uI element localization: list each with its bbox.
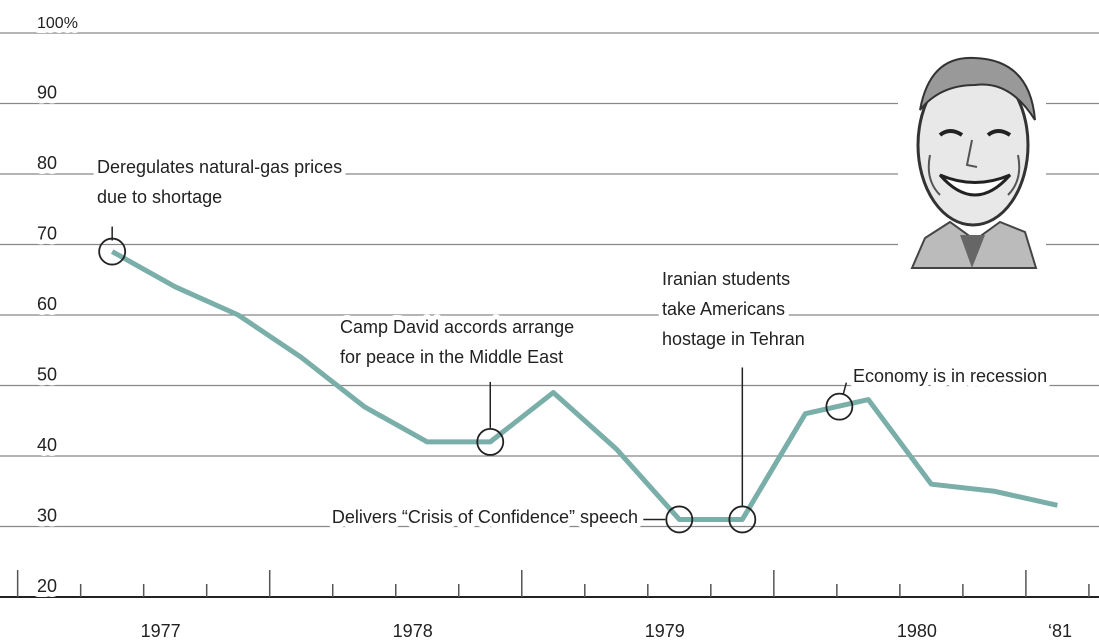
y-tick-label: 40 bbox=[37, 435, 57, 455]
annotation-text: due to shortage bbox=[97, 187, 222, 207]
y-tick-label: 80 bbox=[37, 153, 57, 173]
leader-line bbox=[842, 382, 848, 394]
annotation-text: hostage in Tehran bbox=[662, 329, 805, 349]
annotation-marker bbox=[728, 505, 757, 534]
x-tick-label: 1977 bbox=[141, 621, 181, 641]
portrait-tie bbox=[960, 235, 985, 268]
annotation-marker bbox=[825, 392, 854, 421]
y-tick-label: 100% bbox=[37, 15, 78, 32]
x-tick-label: 1978 bbox=[393, 621, 433, 641]
portrait-smile bbox=[938, 173, 1012, 197]
x-tick-label: ‘81 bbox=[1048, 621, 1072, 641]
portrait-hair bbox=[919, 56, 1036, 121]
annotation-text: Economy is in recession bbox=[853, 366, 1047, 386]
annotation-text: for peace in the Middle East bbox=[340, 347, 563, 367]
plot bbox=[110, 249, 1058, 522]
annotation-marker bbox=[476, 427, 505, 456]
annotation-text: Deregulates natural-gas prices bbox=[97, 157, 342, 177]
annotation-marker bbox=[98, 237, 127, 266]
y-tick-label: 50 bbox=[37, 365, 57, 385]
line bbox=[110, 249, 1058, 522]
portrait-lines bbox=[927, 139, 1021, 196]
y-tick-label: 60 bbox=[37, 294, 57, 314]
y-tick-label: 20 bbox=[37, 576, 57, 596]
annotation-text: take Americans bbox=[662, 299, 785, 319]
annotation-text: Camp David accords arrange bbox=[340, 317, 574, 337]
y-tick-label: 30 bbox=[37, 506, 57, 526]
annotation-marker bbox=[665, 505, 694, 534]
y-tick-label: 90 bbox=[37, 83, 57, 103]
annotation-text: Delivers “Crisis of Confidence” speech bbox=[332, 507, 638, 527]
annotation-text: Iranian students bbox=[662, 269, 790, 289]
portrait bbox=[898, 50, 1046, 275]
x-tick-label: 1980 bbox=[897, 621, 937, 641]
y-tick-label: 70 bbox=[37, 224, 57, 244]
portrait-eyes bbox=[938, 129, 1012, 137]
x-tick-label: 1979 bbox=[645, 621, 685, 641]
